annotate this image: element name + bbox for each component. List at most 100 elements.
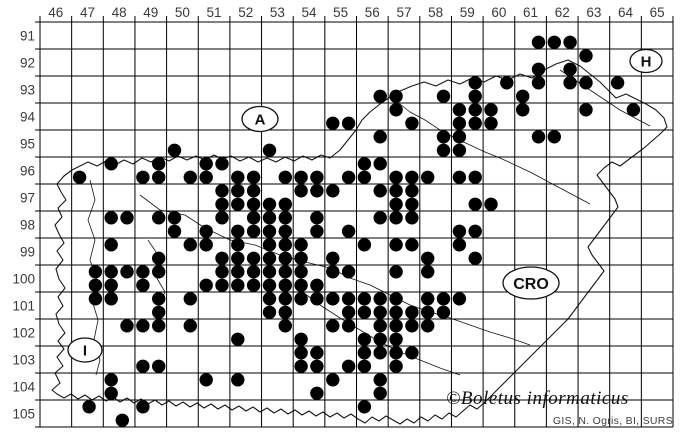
- occurrence-dot: [262, 251, 277, 265]
- occurrence-dot: [326, 292, 340, 306]
- x-axis-label: 58: [428, 5, 443, 20]
- y-axis-label: 95: [20, 136, 35, 151]
- occurrence-dot: [421, 292, 435, 306]
- occurrence-dot: [231, 184, 245, 198]
- occurrence-dot: [278, 305, 292, 319]
- occurrence-dot: [389, 332, 403, 346]
- x-axis-label: 61: [523, 5, 538, 20]
- occurrence-dot: [246, 224, 261, 238]
- occurrence-dot: [115, 413, 129, 427]
- occurrence-dot: [436, 89, 451, 104]
- occurrence-dot: [136, 278, 150, 292]
- occurrence-dots: [72, 35, 641, 427]
- occurrence-dot: [389, 346, 403, 360]
- occurrence-dot: [563, 62, 577, 76]
- occurrence-dot: [183, 292, 197, 306]
- country-label-text: CRO: [513, 276, 549, 293]
- occurrence-dot: [246, 197, 261, 211]
- occurrence-dot: [72, 170, 87, 184]
- occurrence-dot: [215, 278, 229, 292]
- occurrence-dot: [262, 224, 277, 238]
- y-axis-label: 104: [12, 379, 35, 394]
- occurrence-dot: [626, 103, 641, 117]
- occurrence-dot: [452, 224, 467, 238]
- occurrence-dot: [104, 292, 118, 306]
- occurrence-dot: [152, 251, 166, 265]
- country-outline: [51, 59, 668, 425]
- occurrence-dot: [468, 170, 482, 184]
- y-axis-label: 102: [12, 325, 35, 340]
- occurrence-dot: [547, 130, 561, 144]
- river-line-1: [394, 99, 591, 205]
- occurrence-dot: [310, 278, 324, 292]
- occurrence-dot: [563, 35, 577, 49]
- occurrence-dot: [405, 305, 419, 319]
- occurrence-dot: [183, 238, 197, 252]
- occurrence-dot: [357, 238, 372, 252]
- occurrence-dot: [563, 76, 577, 90]
- occurrence-dot: [199, 224, 213, 238]
- occurrence-dot: [452, 292, 467, 306]
- occurrence-dot: [294, 346, 308, 360]
- y-axis-label: 100: [12, 271, 35, 286]
- occurrence-dot: [167, 143, 182, 157]
- country-label-text: H: [641, 53, 652, 70]
- occurrence-dot: [152, 305, 166, 319]
- occurrence-dot: [152, 265, 166, 279]
- occurrence-dot: [516, 103, 530, 117]
- occurrence-dot: [104, 373, 118, 387]
- occurrence-dot: [468, 103, 482, 117]
- occurrence-dot: [468, 76, 482, 90]
- occurrence-dot: [421, 319, 435, 333]
- occurrence-dot: [262, 278, 277, 292]
- occurrence-dot: [294, 278, 308, 292]
- occurrence-dot: [167, 211, 182, 225]
- occurrence-dot: [104, 157, 118, 171]
- occurrence-dot: [88, 292, 103, 306]
- occurrence-dot: [421, 305, 435, 319]
- occurrence-dot: [436, 292, 451, 306]
- occurrence-dot: [136, 319, 150, 333]
- occurrence-dot: [373, 386, 387, 400]
- y-axis-label: 94: [20, 109, 36, 124]
- occurrence-dot: [405, 346, 419, 360]
- occurrence-dot: [82, 400, 96, 414]
- occurrence-dot: [389, 305, 403, 319]
- occurrence-dot: [610, 76, 625, 90]
- occurrence-dot: [199, 157, 213, 171]
- occurrence-dot: [452, 238, 467, 252]
- occurrence-dot: [278, 170, 292, 184]
- occurrence-dot: [357, 346, 372, 360]
- x-axis-label: 64: [618, 5, 634, 20]
- x-axis-label: 52: [238, 5, 253, 20]
- occurrence-dot: [468, 89, 482, 104]
- occurrence-dot: [468, 197, 482, 211]
- country-label-ellipse: [629, 48, 663, 74]
- occurrence-dot: [310, 224, 324, 238]
- occurrence-dot: [215, 184, 229, 198]
- occurrence-dot: [389, 170, 403, 184]
- occurrence-dot: [278, 251, 292, 265]
- occurrence-dot: [531, 76, 546, 90]
- occurrence-dot: [373, 319, 387, 333]
- occurrence-dot: [373, 130, 387, 144]
- occurrence-dot: [341, 170, 356, 184]
- occurrence-dot: [341, 224, 356, 238]
- occurrence-dot: [278, 265, 292, 279]
- occurrence-dot: [452, 116, 467, 130]
- occurrence-dot: [310, 211, 324, 225]
- occurrence-dot: [405, 184, 419, 198]
- occurrence-dot: [389, 89, 403, 104]
- x-axis-label: 51: [207, 5, 222, 20]
- occurrence-dot: [246, 278, 261, 292]
- occurrence-dot: [452, 130, 467, 144]
- occurrence-dot: [310, 170, 324, 184]
- occurrence-dot: [531, 35, 546, 49]
- occurrence-dot: [373, 305, 387, 319]
- occurrence-dot: [421, 265, 435, 279]
- occurrence-dot: [389, 238, 403, 252]
- y-axis-label: 98: [20, 217, 35, 232]
- country-label-ellipse: [502, 266, 560, 300]
- occurrence-dot: [405, 319, 419, 333]
- occurrence-dot: [231, 278, 245, 292]
